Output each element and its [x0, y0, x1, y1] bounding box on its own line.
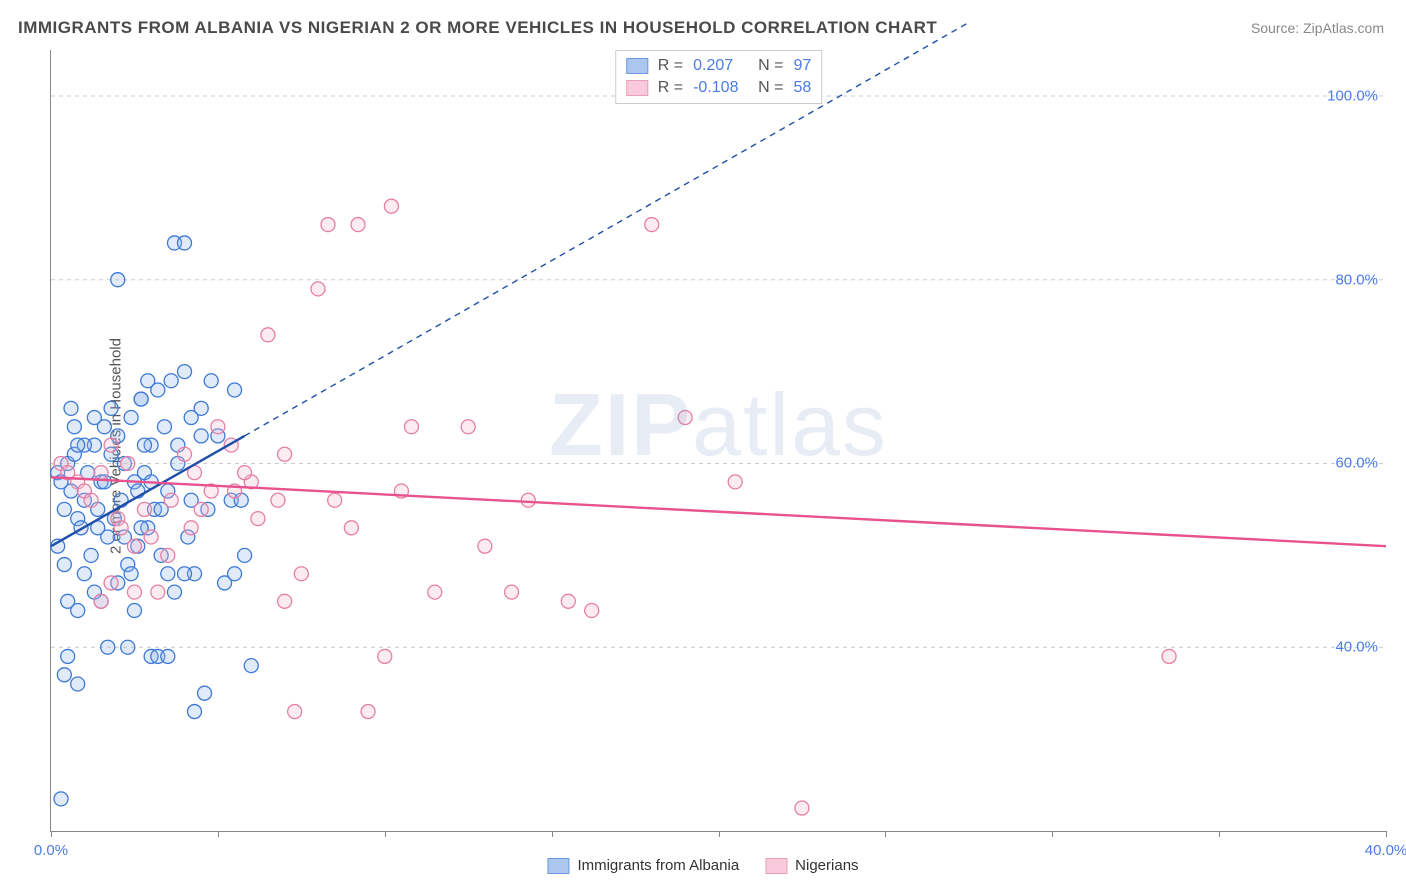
- series-legend: Immigrants from Albania Nigerians: [547, 857, 858, 874]
- swatch-nigeria-icon: [765, 858, 787, 874]
- source-attribution: Source: ZipAtlas.com: [1251, 20, 1384, 36]
- r-value-albania: 0.207: [693, 57, 748, 75]
- r-label: R =: [658, 79, 683, 97]
- legend-item-nigeria[interactable]: Nigerians: [765, 857, 858, 874]
- n-value-nigeria: 58: [793, 79, 811, 97]
- y-tick-label: 100.0%: [1327, 87, 1378, 104]
- y-tick-label: 80.0%: [1335, 271, 1378, 288]
- y-tick-label: 60.0%: [1335, 455, 1378, 472]
- scatter-svg: [51, 50, 1386, 831]
- y-tick-label: 40.0%: [1335, 639, 1378, 656]
- r-value-nigeria: -0.108: [693, 79, 748, 97]
- n-label: N =: [758, 57, 783, 75]
- swatch-albania: [626, 58, 648, 74]
- x-tick: [218, 831, 219, 837]
- r-label: R =: [658, 57, 683, 75]
- n-value-albania: 97: [793, 57, 811, 75]
- source-link[interactable]: ZipAtlas.com: [1303, 20, 1384, 36]
- x-tick: [1386, 831, 1387, 837]
- x-tick: [385, 831, 386, 837]
- legend-row-albania: R = 0.207 N = 97: [626, 55, 811, 77]
- x-tick-label: 40.0%: [1365, 842, 1406, 859]
- x-tick: [1052, 831, 1053, 837]
- x-tick: [552, 831, 553, 837]
- x-tick: [885, 831, 886, 837]
- source-label: Source:: [1251, 20, 1299, 36]
- swatch-albania-icon: [547, 858, 569, 874]
- x-tick: [719, 831, 720, 837]
- legend-item-albania[interactable]: Immigrants from Albania: [547, 857, 739, 874]
- correlation-legend: R = 0.207 N = 97 R = -0.108 N = 58: [615, 50, 822, 104]
- x-tick: [51, 831, 52, 837]
- plot-area: ZIPatlas R = 0.207 N = 97 R = -0.108 N =…: [50, 50, 1386, 832]
- n-label: N =: [758, 79, 783, 97]
- legend-label-nigeria: Nigerians: [795, 857, 858, 874]
- chart-title: IMMIGRANTS FROM ALBANIA VS NIGERIAN 2 OR…: [18, 18, 937, 38]
- legend-label-albania: Immigrants from Albania: [577, 857, 739, 874]
- legend-row-nigeria: R = -0.108 N = 58: [626, 77, 811, 99]
- swatch-nigeria: [626, 80, 648, 96]
- x-tick: [1219, 831, 1220, 837]
- x-tick-label: 0.0%: [34, 842, 68, 859]
